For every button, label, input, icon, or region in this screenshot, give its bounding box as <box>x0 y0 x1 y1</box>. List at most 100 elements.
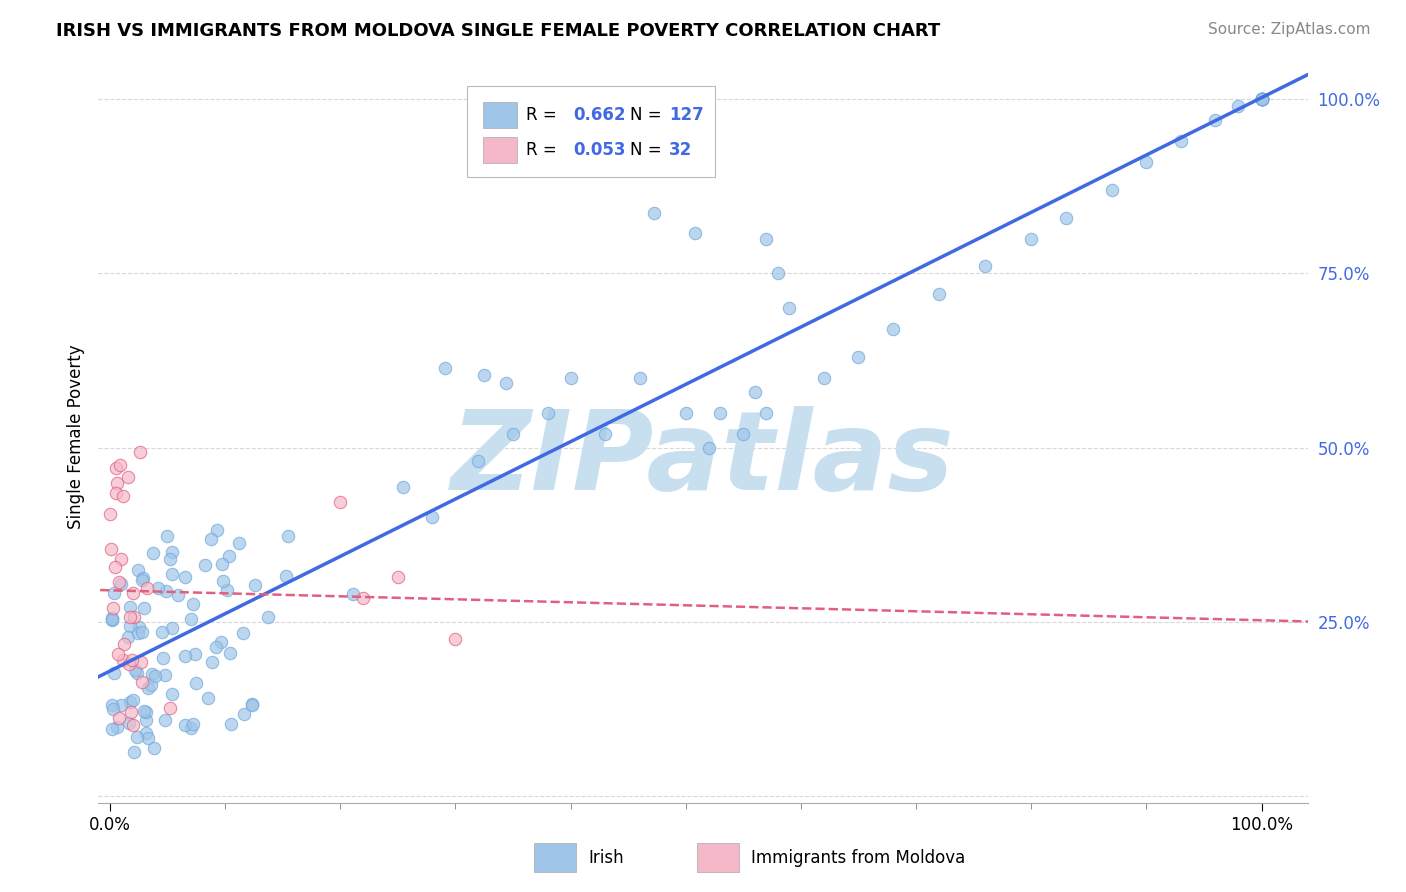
Point <box>274 569 297 583</box>
Point <box>766 266 789 280</box>
Point <box>132 601 155 615</box>
Text: Source: ZipAtlas.com: Source: ZipAtlas.com <box>1208 22 1371 37</box>
Point <box>467 454 489 468</box>
Point <box>146 582 169 596</box>
Point <box>118 599 141 614</box>
Point <box>536 406 558 420</box>
Point <box>1250 92 1272 106</box>
Point <box>122 585 145 599</box>
Point <box>128 445 150 459</box>
Point <box>329 495 352 509</box>
Point <box>392 480 415 494</box>
Point <box>183 647 205 661</box>
Point <box>101 611 124 625</box>
Point <box>141 667 163 681</box>
Point <box>184 676 207 690</box>
Point <box>118 618 141 632</box>
Point <box>778 301 800 316</box>
Point <box>159 552 181 566</box>
FancyBboxPatch shape <box>482 102 517 128</box>
Point <box>129 655 152 669</box>
Point <box>813 371 835 385</box>
Point <box>387 570 409 584</box>
Point <box>228 536 250 550</box>
Point <box>1250 92 1272 106</box>
Point <box>125 665 148 680</box>
Point <box>118 657 141 671</box>
Point <box>118 715 141 730</box>
Point <box>167 588 190 602</box>
Point <box>104 559 127 574</box>
Point <box>112 637 135 651</box>
Point <box>135 725 157 739</box>
Point <box>136 731 159 745</box>
Point <box>152 650 174 665</box>
Point <box>121 692 143 706</box>
Point <box>211 557 233 571</box>
Point <box>104 485 127 500</box>
Point <box>122 745 145 759</box>
Point <box>194 558 217 572</box>
Point <box>755 406 778 420</box>
Point <box>240 698 263 712</box>
Point <box>121 653 143 667</box>
Point <box>153 713 176 727</box>
Point <box>101 722 124 736</box>
Point <box>136 582 159 596</box>
Point <box>848 350 870 364</box>
Point <box>218 549 240 563</box>
Point <box>245 578 267 592</box>
Point <box>128 620 150 634</box>
FancyBboxPatch shape <box>482 137 517 163</box>
Point <box>233 706 256 721</box>
Text: N =: N = <box>630 105 668 123</box>
Point <box>134 705 156 719</box>
Point <box>709 406 731 420</box>
Point <box>112 489 135 503</box>
Point <box>118 609 141 624</box>
Point <box>105 476 128 491</box>
Text: Immigrants from Moldova: Immigrants from Moldova <box>751 848 966 867</box>
Point <box>201 656 224 670</box>
Point <box>683 226 706 240</box>
Point <box>502 426 524 441</box>
Point <box>131 674 153 689</box>
Text: IRISH VS IMMIGRANTS FROM MOLDOVA SINGLE FEMALE POVERTY CORRELATION CHART: IRISH VS IMMIGRANTS FROM MOLDOVA SINGLE … <box>56 22 941 40</box>
Text: 127: 127 <box>669 105 704 123</box>
Text: R =: R = <box>526 141 562 159</box>
Point <box>1227 99 1250 113</box>
Point <box>127 563 149 577</box>
Point <box>755 231 778 245</box>
Point <box>472 368 495 383</box>
Point <box>155 583 177 598</box>
Point <box>209 634 232 648</box>
Point <box>132 571 155 585</box>
Point <box>124 663 146 677</box>
Point <box>180 721 202 735</box>
Point <box>110 698 132 712</box>
Point <box>342 586 364 600</box>
Point <box>103 586 125 600</box>
Point <box>117 470 139 484</box>
Point <box>120 705 142 719</box>
Text: Irish: Irish <box>588 848 624 867</box>
Point <box>159 701 181 715</box>
Point <box>135 713 157 727</box>
Point <box>1250 92 1272 106</box>
Y-axis label: Single Female Poverty: Single Female Poverty <box>66 345 84 529</box>
Point <box>103 666 125 681</box>
Point <box>107 647 129 661</box>
Point <box>1250 92 1272 106</box>
Point <box>112 653 135 667</box>
Point <box>212 574 235 588</box>
Point <box>974 260 997 274</box>
Point <box>110 577 132 591</box>
Point <box>197 690 219 705</box>
Point <box>232 626 254 640</box>
Point <box>174 718 197 732</box>
Point <box>495 376 517 391</box>
Point <box>135 705 157 719</box>
Point <box>150 624 173 639</box>
Point <box>160 687 183 701</box>
Point <box>628 371 651 385</box>
